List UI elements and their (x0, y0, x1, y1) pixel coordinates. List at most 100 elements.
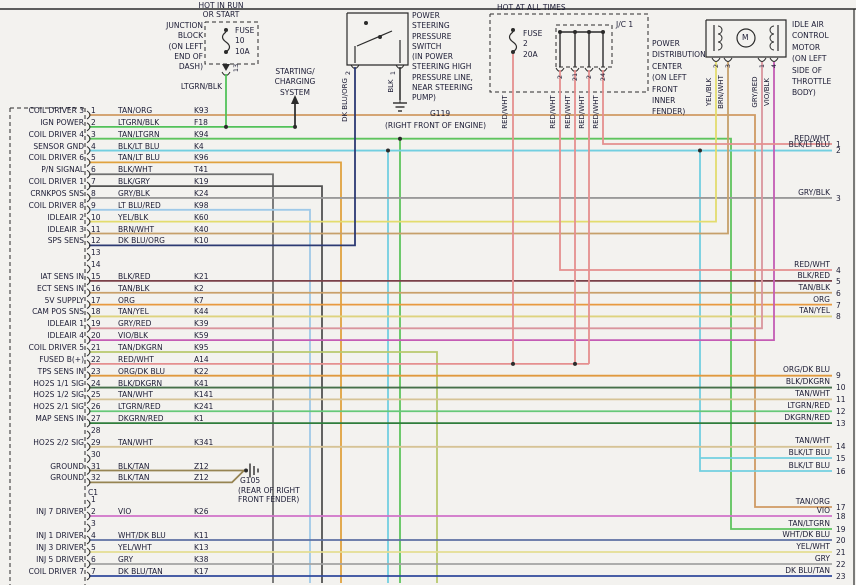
pin-arc (86, 288, 91, 298)
left-row-wire: BLK/TAN (118, 473, 150, 483)
left-row-wire: TAN/LTGRN (118, 129, 160, 139)
left-row-circuit: K4 (194, 141, 204, 151)
pin-arc (86, 181, 91, 191)
pin-arc (86, 335, 91, 345)
left-row-wire: VIO (118, 507, 132, 516)
left-pin-number: 26 (91, 402, 101, 412)
right-pin-number: 17 (836, 502, 846, 512)
left-pin-number: 25 (91, 390, 101, 400)
left-row-wire: GRY/BLK (118, 188, 150, 198)
down-arrow (222, 64, 230, 71)
pdc-wire-label: RED/WHT (549, 95, 557, 129)
wire-blk-tan (89, 469, 245, 484)
ign-feed-wire-label: LTGRN/BLK (180, 82, 222, 91)
terminal-arc (757, 57, 767, 62)
left-pin-number: 3 (91, 519, 96, 528)
left-pin-number: 11 (91, 224, 101, 234)
right-pin-number: 20 (836, 536, 846, 545)
right-pin-number: 8 (836, 312, 841, 321)
pin-arc (86, 193, 91, 203)
left-row-circuit: K40 (194, 224, 209, 234)
left-row-label: INJ 5 DRIVER (36, 555, 84, 564)
ps-switch-label: POWER STEERING PRESSURE SWITCH (IN POWER… (412, 11, 473, 103)
pin-arc (86, 134, 91, 144)
starting-charging-label: STARTING/ CHARGING SYSTEM (274, 67, 316, 97)
right-pin-number: 23 (836, 571, 846, 581)
junction-dot (244, 468, 248, 473)
left-row-label: HO2S 1/2 SIG (33, 390, 84, 400)
left-row-wire: BRN/WHT (118, 224, 155, 234)
left-row-circuit: K93 (194, 106, 209, 115)
left-row-circuit: K13 (194, 543, 209, 552)
pin-arc (86, 300, 91, 310)
right-pin-wire: RED/WHT (794, 133, 830, 143)
left-row-wire: TAN/WHT (118, 390, 153, 400)
wire-tan-ltblu (89, 161, 342, 583)
pin-arc (86, 511, 91, 521)
left-row-label: COIL DRIVER 1 (28, 177, 84, 187)
left-row-wire: TAN/DKGRN (118, 343, 163, 352)
left-row-label: COIL DRIVER 4 (28, 129, 84, 139)
right-pin-wire: BLK/LT BLU (788, 447, 830, 457)
left-row-label: IGN POWER (40, 117, 84, 127)
pin-arc (86, 371, 91, 381)
wire-blk-gry (89, 185, 323, 583)
left-row-circuit: K60 (194, 212, 209, 222)
left-row-circuit: K38 (194, 555, 209, 564)
left-row-label: IAT SENS IN (40, 271, 84, 281)
pin-arc (86, 442, 91, 452)
left-row-wire: ORG (118, 295, 135, 305)
left-row-circuit: K44 (194, 307, 209, 317)
motor-letter: M (742, 33, 749, 42)
left-row-wire: DKGRN/RED (118, 414, 164, 424)
left-row-label: COIL DRIVER 7 (28, 567, 84, 576)
ps-wire-label: BLK (387, 79, 395, 93)
left-row-label: P/N SIGNAL (41, 165, 84, 175)
junction-dot (511, 28, 515, 32)
terminal-arc (769, 57, 779, 62)
left-pin-number: 29 (91, 437, 101, 447)
left-pin-number: 5 (91, 153, 96, 163)
iac-wire-label: VIO/BLK (763, 78, 771, 107)
pin-arc (86, 252, 91, 262)
left-row-circuit: K95 (194, 343, 209, 352)
right-pin-wire: DKGRN/RED (784, 412, 830, 422)
jc1-label: J/C 1 (616, 20, 634, 29)
pin-arc (86, 323, 91, 333)
left-pin-number: 31 (91, 461, 101, 471)
terminal-arc (723, 57, 733, 62)
pin-arc (86, 169, 91, 179)
pin-arc (86, 559, 91, 569)
terminal-arc (711, 57, 721, 62)
left-row-wire: BLK/GRY (118, 177, 150, 187)
left-row-circuit: K2 (194, 283, 204, 293)
left-row-circuit: K21 (194, 271, 209, 281)
wire-yel-blk (89, 62, 717, 223)
junction-dot (224, 124, 228, 129)
left-pin-number: 2 (91, 507, 96, 516)
wire (555, 24, 613, 68)
left-row-wire: LTGRN/RED (118, 402, 161, 412)
left-row-wire: BLK/TAN (118, 461, 150, 471)
left-pin-number: 23 (91, 366, 101, 376)
up-arrow (291, 95, 299, 104)
pin-arc (86, 122, 91, 132)
left-row-circuit: K26 (194, 507, 209, 516)
right-pin-wire: TAN/ORG (795, 496, 830, 506)
left-pin-number: 4 (91, 141, 96, 151)
left-row-wire: TAN/YEL (118, 307, 149, 317)
right-pin-wire: LTGRN/RED (787, 400, 830, 410)
pdc-wire-label: RED/WHT (564, 95, 572, 129)
left-pin-number: 9 (91, 200, 96, 210)
wire-red-wht (559, 70, 832, 271)
left-row-circuit: K17 (194, 567, 209, 576)
right-pin-wire: DK BLU/TAN (785, 565, 830, 575)
pin-arc (86, 477, 91, 487)
left-pin-number: 21 (91, 343, 101, 352)
left-pin-number: 2 (91, 117, 96, 127)
left-row-wire: ORG/DK BLU (118, 366, 165, 376)
wire-brn-wht (89, 62, 729, 235)
left-row-wire: TAN/LT BLU (118, 153, 160, 163)
pin-arc (86, 312, 91, 321)
